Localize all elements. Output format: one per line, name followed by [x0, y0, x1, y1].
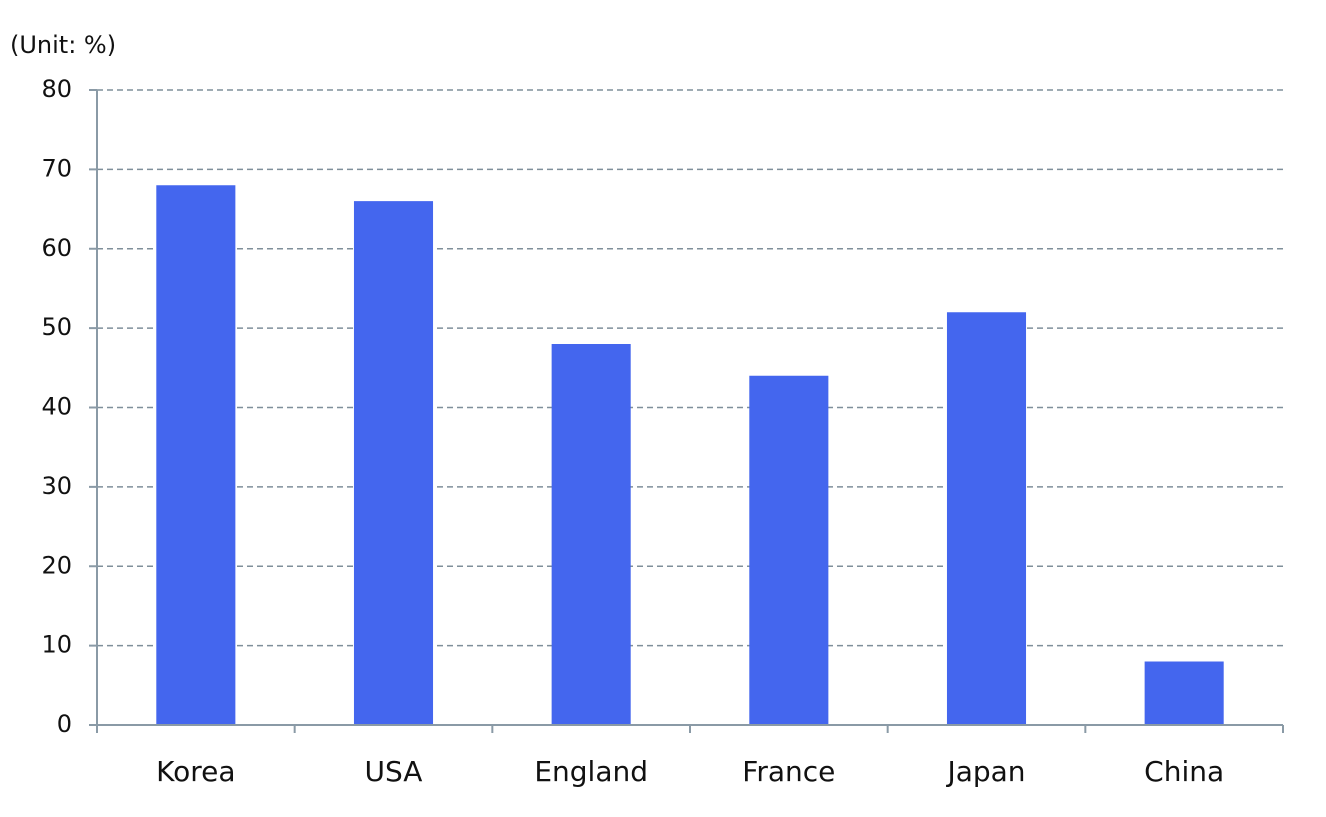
y-tick-label: 10 [41, 631, 72, 659]
y-axis-label: (Unit: %) [10, 31, 116, 59]
y-tick-label: 50 [41, 313, 72, 341]
y-tick-label: 20 [41, 551, 72, 579]
y-tick-label: 30 [41, 472, 72, 500]
x-tick-label: Korea [156, 755, 235, 788]
y-tick-label: 60 [41, 234, 72, 262]
y-tick-label: 70 [41, 154, 72, 182]
y-tick-label: 0 [57, 710, 72, 738]
x-tick-label: England [534, 755, 648, 788]
x-tick-label: China [1144, 755, 1224, 788]
x-tick-label: USA [365, 755, 423, 788]
bar [1144, 661, 1224, 725]
bar [946, 312, 1027, 725]
bar [156, 185, 236, 725]
y-tick-label: 40 [41, 393, 72, 421]
y-tick-label: 80 [41, 75, 72, 103]
x-tick-label: France [742, 755, 835, 788]
bar [551, 344, 631, 725]
bar [353, 201, 434, 725]
bar [749, 375, 829, 725]
x-tick-label: Japan [945, 755, 1025, 788]
